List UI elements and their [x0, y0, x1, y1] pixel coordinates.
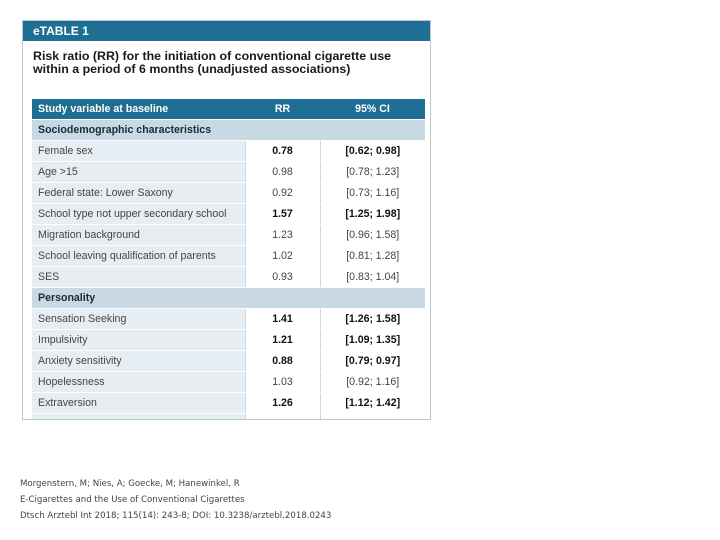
cell-variable: Age >15	[32, 161, 245, 183]
cell-rr: 0.78	[244, 140, 320, 162]
cell-ci: [1.26; 1.58]	[319, 308, 425, 330]
cell-ci: [0.73; 1.16]	[319, 182, 425, 204]
header-variable: Study variable at baseline	[32, 99, 245, 120]
cell-rr: 1.21	[244, 329, 320, 351]
table-row: Impulsivity 1.21 [1.09; 1.35]	[32, 329, 425, 351]
citation-journal: Dtsch Arztebl Int 2018; 115(14): 243-8; …	[20, 511, 332, 521]
cell-ci: [0.96; 1.58]	[319, 224, 425, 246]
table-row: Sensation Seeking 1.41 [1.26; 1.58]	[32, 308, 425, 330]
cell-rr: 0.99	[244, 413, 320, 419]
cell-ci: [1.09; 1.35]	[319, 329, 425, 351]
cell-rr: 0.98	[244, 161, 320, 183]
cell-rr: 1.02	[244, 245, 320, 267]
etable-card: eTABLE 1 Risk ratio (RR) for the initiat…	[22, 20, 431, 420]
table-row: Anxiety sensitivity 0.88 [0.79; 0.97]	[32, 350, 425, 372]
table-row: Migration background 1.23 [0.96; 1.58]	[32, 224, 425, 246]
cell-rr: 0.93	[244, 266, 320, 288]
table-row: Federal state: Lower Saxony 0.92 [0.73; 1.…	[32, 182, 425, 204]
cell-ci: [0.79; 0.97]	[319, 350, 425, 372]
cell-rr: 1.41	[244, 308, 320, 330]
table-row: SES 0.93 [0.83; 1.04]	[32, 266, 425, 288]
cell-rr: 1.57	[244, 203, 320, 225]
risk-ratio-table: Study variable at baseline RR 95% CI Soc…	[32, 99, 425, 419]
table-header-row: Study variable at baseline RR 95% CI	[32, 99, 425, 120]
cell-variable: Sensation Seeking	[32, 308, 245, 330]
table-row: Age >15 0.98 [0.78; 1.23]	[32, 161, 425, 183]
cell-ci: [0.92; 1.16]	[319, 371, 425, 393]
section-title: Personality	[32, 287, 425, 309]
table-title: Risk ratio (RR) for the initiation of co…	[33, 49, 391, 76]
cell-rr: 1.26	[244, 392, 320, 414]
cell-variable: School type not upper secondary school	[32, 203, 245, 225]
table-row: Female sex 0.78 [0.62; 0.98]	[32, 140, 425, 162]
cell-variable: School leaving qualification of parents	[32, 245, 245, 267]
cell-ci: [0.81; 1.28]	[319, 245, 425, 267]
cell-variable: Agreeableness	[32, 413, 245, 419]
cell-ci: [0.62; 0.98]	[319, 140, 425, 162]
cell-ci: [0.83; 1.04]	[319, 266, 425, 288]
cell-rr: 1.03	[244, 371, 320, 393]
table-label-bar: eTABLE 1	[23, 21, 430, 41]
header-rr: RR	[245, 99, 320, 120]
cell-ci: [0.88; 1.11]	[319, 413, 425, 419]
citation: Morgenstern, M; Nies, A; Goecke, M; Hane…	[20, 476, 331, 524]
citation-article: E-Cigarettes and the Use of Conventional…	[20, 495, 245, 505]
cell-variable: Migration background	[32, 224, 245, 246]
cell-variable: Extraversion	[32, 392, 245, 414]
cell-ci: [1.25; 1.98]	[319, 203, 425, 225]
cell-variable: Federal state: Lower Saxony	[32, 182, 245, 204]
section-row: Personality	[32, 287, 425, 309]
cell-variable: Anxiety sensitivity	[32, 350, 245, 372]
table-body: Sociodemographic characteristics Female s…	[32, 119, 425, 419]
table-row: Agreeableness0.99[0.88; 1.11]	[32, 413, 425, 419]
table-row: School leaving qualification of parents 1…	[32, 245, 425, 267]
cell-ci: [1.12; 1.42]	[319, 392, 425, 414]
table-row: Extraversion 1.26 [1.12; 1.42]	[32, 392, 425, 414]
cell-ci: [0.78; 1.23]	[319, 161, 425, 183]
cell-rr: 1.23	[244, 224, 320, 246]
header-ci: 95% CI	[320, 99, 425, 120]
table-label: eTABLE 1	[33, 24, 89, 38]
cell-rr: 0.92	[244, 182, 320, 204]
cell-rr: 0.88	[244, 350, 320, 372]
table-row: School type not upper secondary school 1.…	[32, 203, 425, 225]
cell-variable: SES	[32, 266, 245, 288]
table-row: Hopelessness 1.03 [0.92; 1.16]	[32, 371, 425, 393]
cell-variable: Female sex	[32, 140, 245, 162]
citation-authors: Morgenstern, M; Nies, A; Goecke, M; Hane…	[20, 479, 240, 489]
section-title: Sociodemographic characteristics	[32, 119, 425, 141]
cell-variable: Impulsivity	[32, 329, 245, 351]
section-row: Sociodemographic characteristics	[32, 119, 425, 141]
cell-variable: Hopelessness	[32, 371, 245, 393]
